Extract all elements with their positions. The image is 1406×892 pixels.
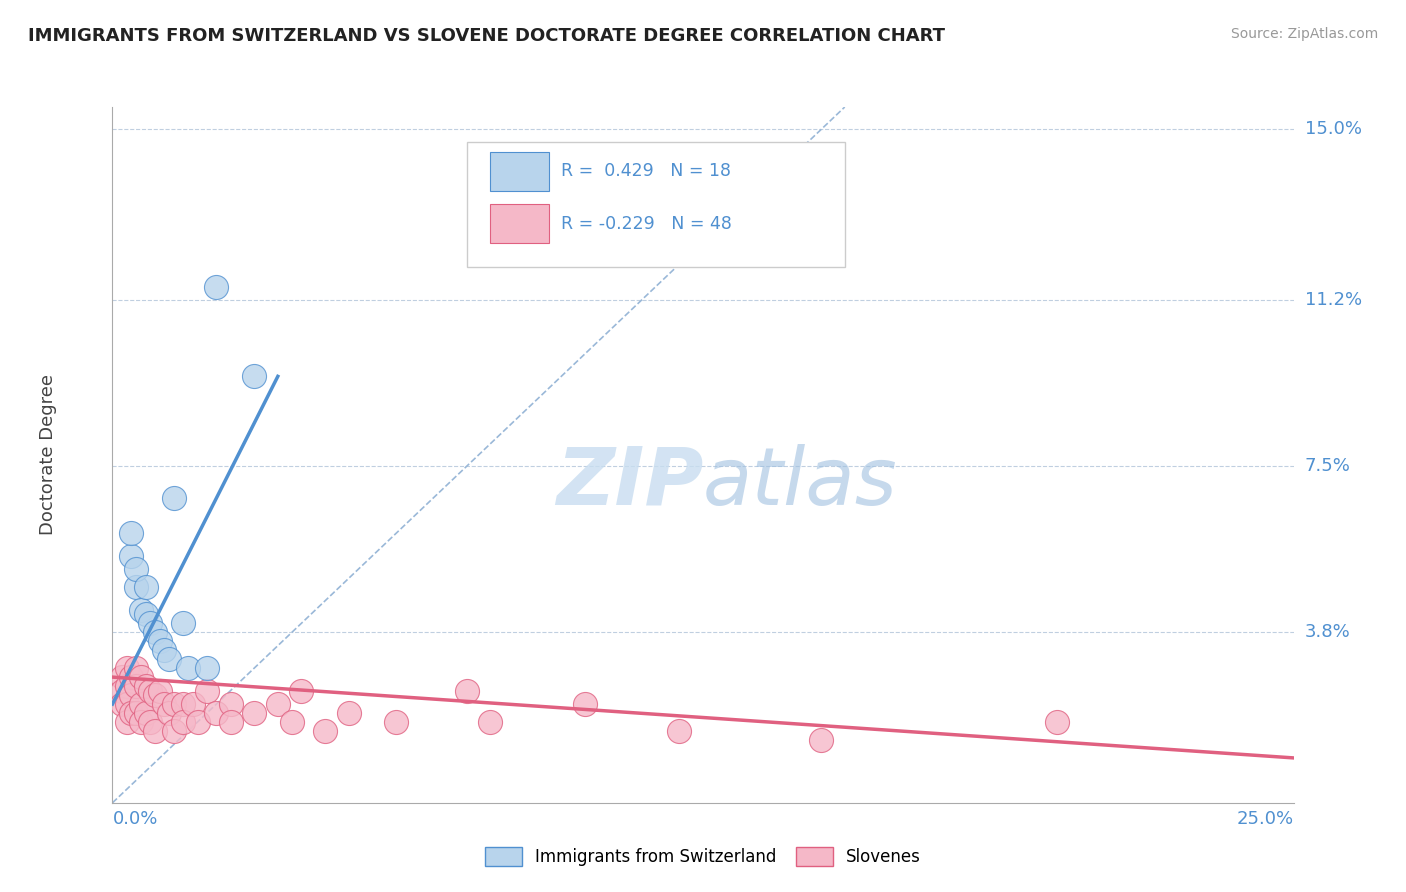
Point [177,661,200,675]
Point [290,683,312,698]
Point [135,607,157,622]
Point [120,549,142,563]
Point [143,723,166,738]
Point [149,634,172,648]
Text: Source: ZipAtlas.com: Source: ZipAtlas.com [1230,27,1378,41]
Point [574,697,596,711]
Point [195,683,218,698]
Point [456,683,478,698]
Point [281,714,304,729]
Point [139,616,162,631]
Point [1046,714,1069,729]
Point [219,714,242,729]
Point [139,683,162,698]
Point [195,661,218,675]
Point [129,697,152,711]
Point [115,714,138,729]
Point [243,706,266,720]
Point [120,670,142,684]
Point [120,688,142,702]
FancyBboxPatch shape [491,153,550,191]
Point [135,580,157,594]
Point [125,580,148,594]
Point [115,697,138,711]
Point [163,723,186,738]
Point [219,697,242,711]
Text: atlas: atlas [703,443,898,522]
Point [172,616,194,631]
Point [163,491,186,505]
FancyBboxPatch shape [491,204,550,243]
Point [120,706,142,720]
Point [143,625,166,640]
Text: 7.5%: 7.5% [1305,457,1351,475]
Point [135,679,157,693]
Point [181,697,204,711]
Point [143,688,166,702]
Point [172,697,194,711]
Text: Doctorate Degree: Doctorate Degree [38,375,56,535]
Point [111,697,134,711]
Point [668,723,690,738]
Point [115,661,138,675]
Point [120,526,142,541]
Point [157,706,180,720]
Point [153,643,176,657]
Point [267,697,290,711]
Text: R = -0.229   N = 48: R = -0.229 N = 48 [561,215,733,233]
Point [125,706,148,720]
Point [205,706,228,720]
Text: 15.0%: 15.0% [1305,120,1361,138]
Point [135,706,157,720]
Point [125,562,148,576]
Point [172,714,194,729]
Text: R =  0.429   N = 18: R = 0.429 N = 18 [561,162,731,180]
Point [149,683,172,698]
Text: IMMIGRANTS FROM SWITZERLAND VS SLOVENE DOCTORATE DEGREE CORRELATION CHART: IMMIGRANTS FROM SWITZERLAND VS SLOVENE D… [28,27,945,45]
Point [129,670,152,684]
Point [243,369,266,384]
Point [111,670,134,684]
Text: 0.0%: 0.0% [112,810,157,828]
Text: 11.2%: 11.2% [1305,291,1362,309]
Point [115,679,138,693]
Point [186,714,208,729]
Point [129,603,152,617]
Point [479,714,502,729]
Point [111,683,134,698]
Point [139,714,162,729]
Point [153,697,176,711]
Point [125,679,148,693]
Text: 3.8%: 3.8% [1305,624,1350,641]
Point [314,723,336,738]
Point [205,279,228,293]
Legend: Immigrants from Switzerland, Slovenes: Immigrants from Switzerland, Slovenes [477,839,929,874]
Text: 25.0%: 25.0% [1236,810,1294,828]
FancyBboxPatch shape [467,142,845,267]
Point [810,733,832,747]
Point [163,697,186,711]
Point [129,714,152,729]
Text: ZIP: ZIP [555,443,703,522]
Point [125,661,148,675]
Point [337,706,360,720]
Point [157,652,180,666]
Point [385,714,408,729]
